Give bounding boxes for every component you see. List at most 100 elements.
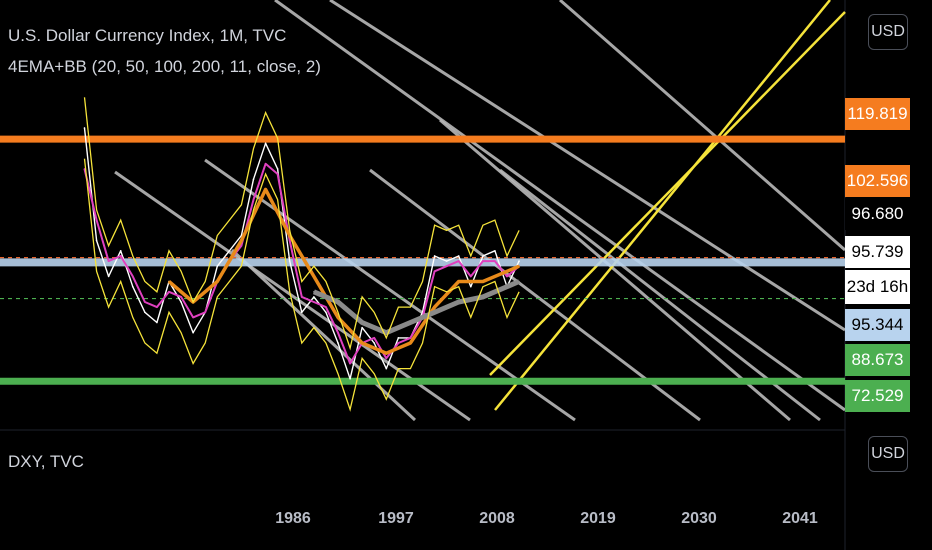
series-1-point-29 [433,270,436,273]
series-0-point-33 [482,255,484,257]
series-1-point-18 [300,296,303,298]
series-1-point-4 [131,275,134,278]
series-2-point-9 [385,352,388,355]
chart-title: U.S. Dollar Currency Index, 1M, TVC [8,26,287,45]
series-0-point-9 [192,331,194,334]
series-1-point-19 [313,301,315,303]
x-tick-1997: 1997 [378,510,414,527]
series-3-point-6 [457,301,460,303]
series-1-point-6 [156,306,158,308]
channel-line-1 [329,0,846,332]
x-tick-2030: 2030 [681,510,717,527]
series-0-point-11 [216,265,219,267]
bollinger-lower [83,158,520,412]
series-1-point-21 [337,331,339,334]
series-2-point-4 [264,188,267,191]
series-0-point-36 [518,260,520,262]
series-3-point-4 [409,321,412,324]
series-0-point-34 [494,250,496,252]
series-0-point-26 [397,337,400,339]
series-1-point-25 [385,357,388,360]
series-2-point-7 [337,316,339,319]
series-0-point-3 [119,250,122,252]
series-1-point-14 [252,198,255,201]
price-tag-102: 102.596 [845,165,910,197]
series-1-point-15 [264,163,267,165]
channel-line-0 [274,0,846,412]
series-0-point-15 [264,142,267,145]
series-2-point-3 [240,239,243,242]
series-1-point-8 [180,296,182,298]
series-0-point-2 [107,275,110,278]
channel-line-8 [559,0,846,252]
price-tag-88: 88.673 [845,344,910,376]
series-2-point-2 [216,280,219,283]
series-1-point-22 [349,362,351,365]
price-tag-119: 119.819 [845,98,910,130]
series-0-point-21 [337,342,339,344]
series-3-point-5 [433,311,436,314]
x-tick-2019: 2019 [580,510,616,527]
series-2-point-8 [361,342,363,344]
series-3-point-1 [337,301,339,303]
series-2-point-13 [482,280,484,283]
series-0-point-14 [252,178,255,180]
indicator-legend[interactable]: 4EMA+BB (20, 50, 100, 200, 11, close, 2) [8,57,321,76]
channel-line-4 [230,248,417,422]
series-0-point-16 [276,168,279,170]
price-tag-95: 95.344 [845,309,910,341]
series-1-point-17 [288,239,291,242]
ascending-line-upper [489,11,846,376]
price-tag-current: 95.739 [845,236,910,268]
series-1-point-16 [276,173,279,175]
price-series [83,97,521,412]
horizontal-levels[interactable] [0,135,845,385]
series-0-point-18 [300,311,303,314]
series-1-point-34 [494,260,496,262]
series-3-point-3 [385,331,388,334]
lower-pane-title: DXY, TVC [8,452,84,471]
series-1-point-20 [325,306,327,308]
series-0-point-29 [433,255,436,257]
series-3-point-7 [482,296,484,298]
series-3-point-8 [518,280,520,283]
series-2-point-10 [409,342,412,344]
series-2-point-6 [313,275,315,278]
series-1-point-3 [119,255,122,257]
bollinger-upper [83,97,520,351]
series-1-point-35 [506,275,508,278]
series-2-point-5 [288,234,291,237]
series-1-point-33 [482,260,484,262]
series-0-point-24 [373,342,376,344]
series-0-point-1 [95,239,98,242]
series-2-point-12 [457,280,460,283]
series-0-point-31 [457,255,460,257]
series-0-point-4 [131,285,134,288]
series-3-point-0 [313,290,315,293]
series-3-point-2 [361,321,363,324]
series-1-point-31 [457,260,460,262]
series-0-point-5 [144,311,146,314]
bar-countdown: 23d 16h [845,270,910,304]
series-0-point-25 [385,367,388,370]
lower-currency-button[interactable]: USD [868,436,908,472]
series-1-point-30 [445,265,448,267]
series-1-point-9 [192,316,194,319]
series-0-point-17 [288,260,291,262]
series-2-point-11 [433,306,436,308]
series-1-point-2 [107,260,110,262]
channel-line-7 [439,118,791,422]
series-1-point-32 [469,275,472,278]
currency-button[interactable]: USD [868,14,908,50]
x-tick-1986: 1986 [275,510,311,527]
trend-lines[interactable] [114,0,846,422]
series-0-point-23 [361,326,363,329]
series-0-point-0 [83,127,86,129]
series-1-point-7 [168,290,170,293]
series-0-point-32 [469,285,472,288]
series-1-point-10 [204,311,207,314]
series-1-point-1 [95,219,98,221]
series-1-point-5 [144,301,146,303]
series-2-point-0 [168,280,170,283]
